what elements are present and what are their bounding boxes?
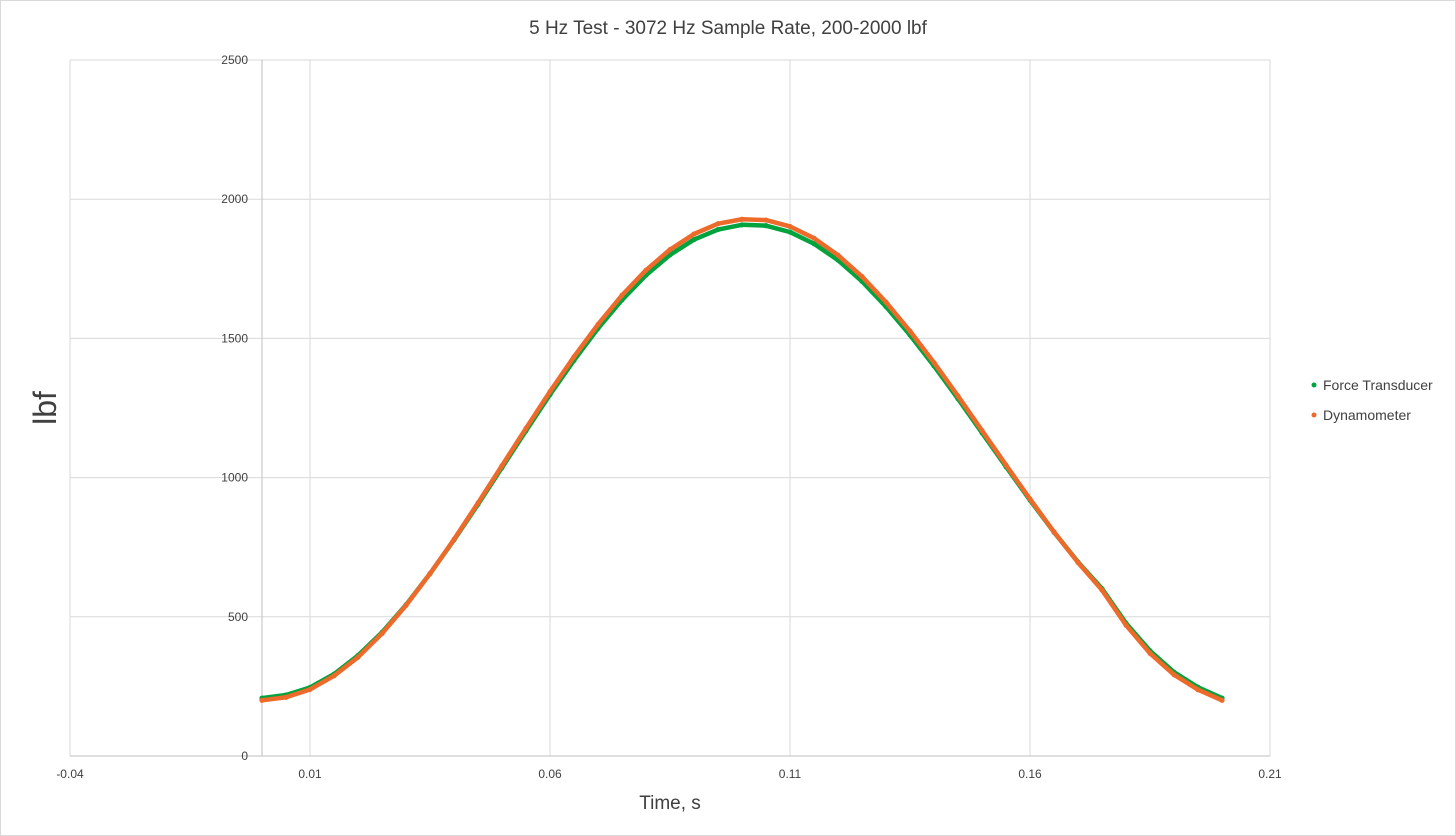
x-tick-label: 0.11: [779, 767, 802, 781]
data-point: [835, 252, 841, 258]
data-point: [547, 388, 553, 395]
data-point: [763, 217, 769, 223]
y-tick-label: 500: [228, 610, 248, 624]
data-point: [955, 393, 961, 399]
data-point: [1171, 672, 1177, 678]
data-point: [379, 630, 385, 637]
data-point: [691, 231, 697, 237]
series-trace: [259, 216, 1225, 703]
data-point: [331, 673, 337, 679]
x-tick-label: 0.01: [298, 767, 322, 781]
legend-item: Force Transducer: [1311, 377, 1433, 393]
y-tick-label: 0: [241, 749, 248, 763]
data-point: [739, 222, 745, 228]
y-tick-label: 2000: [221, 192, 248, 206]
data-point: [283, 694, 289, 700]
legend-marker: [1311, 412, 1317, 418]
legend: Force Transducer Dynamometer: [1311, 377, 1433, 423]
data-point: [307, 686, 313, 693]
data-point: [571, 354, 577, 360]
data-point: [787, 223, 793, 230]
y-tick-label: 1500: [221, 331, 248, 345]
data-point: [1195, 687, 1201, 693]
data-point: [931, 360, 937, 366]
data-point: [859, 273, 865, 280]
data-point: [643, 267, 649, 273]
x-tick-label: 0.06: [538, 767, 562, 781]
x-tick-labels: -0.04 0.01 0.06 0.11 0.16 0.21: [56, 767, 1282, 781]
data-point: [763, 223, 769, 229]
gridlines: [69, 59, 1271, 757]
x-tick-label: 0.16: [1018, 767, 1042, 781]
legend-marker: [1311, 382, 1317, 388]
data-point: [475, 500, 481, 506]
chart-title: 5 Hz Test - 3072 Hz Sample Rate, 200-200…: [529, 18, 928, 39]
data-point: [1003, 462, 1009, 468]
y-axis-label: lbf: [27, 391, 63, 425]
data-point: [1123, 622, 1129, 628]
x-axis-label: Time, s: [639, 793, 701, 814]
axes: [70, 60, 1270, 757]
data-point: [811, 235, 817, 241]
x-tick-label: 0.21: [1258, 767, 1282, 781]
series-trace: [259, 222, 1225, 701]
data-point: [427, 571, 433, 577]
legend-label: Force Transducer: [1323, 377, 1433, 393]
series-dynamometer: [259, 216, 1225, 703]
data-point: [259, 697, 265, 703]
data-point: [811, 241, 817, 247]
data-point: [667, 246, 673, 253]
data-point: [787, 229, 793, 235]
data-point: [715, 226, 721, 233]
x-tick-label: -0.04: [56, 767, 84, 781]
data-point: [739, 216, 745, 222]
data-point: [907, 328, 913, 334]
y-tick-label: 2500: [221, 53, 248, 67]
legend-label: Dynamometer: [1323, 407, 1411, 423]
data-point: [1099, 587, 1105, 593]
y-tick-label: 1000: [221, 471, 248, 485]
data-point: [523, 425, 529, 431]
data-point: [1219, 697, 1225, 703]
legend-item: Dynamometer: [1311, 407, 1411, 423]
data-point: [355, 654, 361, 660]
data-point: [715, 221, 721, 227]
data-point: [595, 321, 601, 328]
data-point: [1147, 650, 1153, 656]
data-point: [1075, 559, 1081, 566]
data-point: [499, 463, 505, 469]
data-point: [1027, 496, 1033, 502]
data-point: [619, 292, 625, 298]
series-force-transducer: [259, 222, 1225, 701]
data-point: [451, 536, 457, 543]
y-tick-labels: 0 500 1000 1500 2000 2500: [221, 53, 248, 763]
data-point: [691, 236, 697, 243]
series-group: [259, 216, 1225, 703]
data-point: [979, 427, 985, 434]
data-point: [883, 299, 889, 305]
data-point: [403, 602, 409, 608]
data-point: [1051, 529, 1057, 535]
